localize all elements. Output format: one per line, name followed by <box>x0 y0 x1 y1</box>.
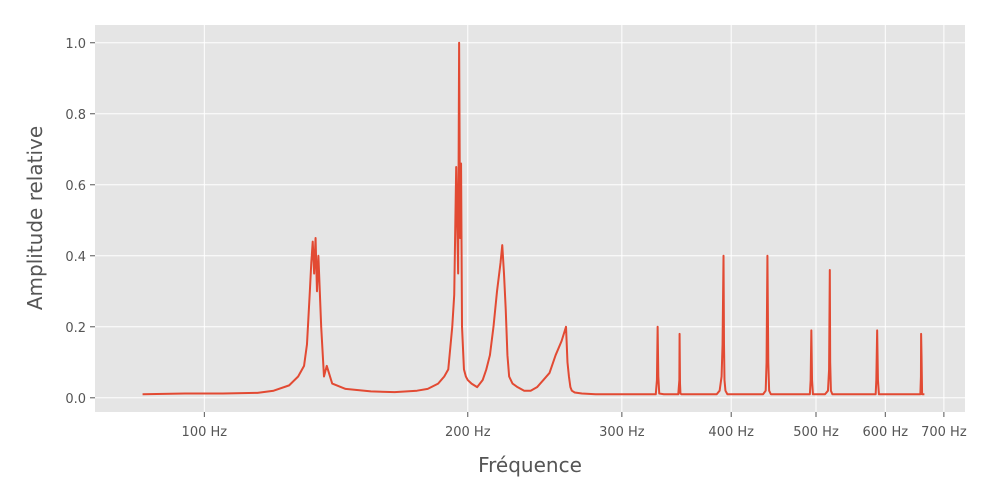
x-axis: 100 Hz 200 Hz 300 Hz 400 Hz 500 Hz 600 Hz 700 … <box>182 412 967 440</box>
plot-area-background <box>95 25 965 412</box>
x-tick-label: 500 Hz <box>793 425 839 440</box>
x-axis-title: Fréquence <box>478 453 582 477</box>
y-axis: 0.0 0.2 0.4 0.6 0.8 1.0 <box>65 37 95 407</box>
x-tick-label: 400 Hz <box>708 425 754 440</box>
x-tick-label: 300 Hz <box>599 425 645 440</box>
x-tick-label: 200 Hz <box>445 425 491 440</box>
x-tick-label: 700 Hz <box>921 425 967 440</box>
y-tick-label: 0.4 <box>65 250 86 265</box>
x-tick-label: 100 Hz <box>182 425 228 440</box>
x-tick-label: 600 Hz <box>863 425 909 440</box>
y-tick-label: 0.6 <box>65 179 86 194</box>
y-tick-label: 0.8 <box>65 108 86 123</box>
amplitude-series-line <box>142 41 925 396</box>
y-tick-label: 0.0 <box>65 392 86 407</box>
grid <box>95 25 965 412</box>
y-tick-label: 0.2 <box>65 321 86 336</box>
y-tick-label: 1.0 <box>65 37 86 52</box>
y-axis-title: Amplitude relative <box>23 126 47 310</box>
